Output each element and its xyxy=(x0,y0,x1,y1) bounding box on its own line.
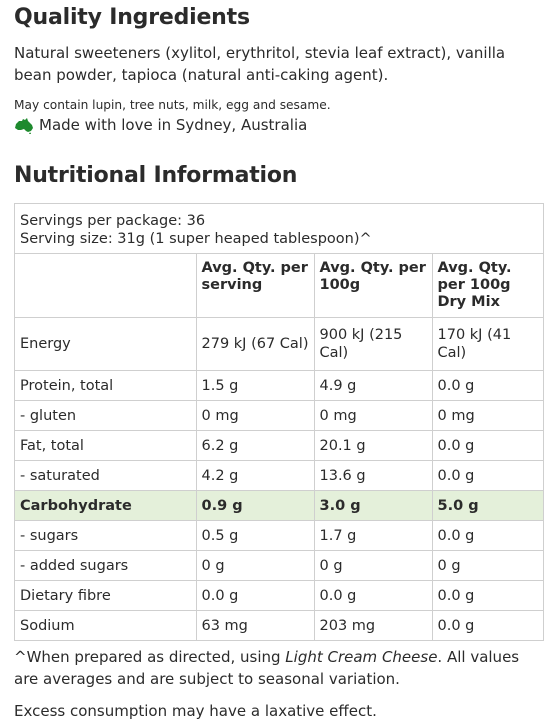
laxative-warning: Excess consumption may have a laxative e… xyxy=(14,702,377,720)
nutrient-name: Carbohydrate xyxy=(15,490,196,521)
nutritional-information-heading: Nutritional Information xyxy=(14,163,298,188)
table-row: Protein, total 1.5 g 4.9 g 0.0 g xyxy=(15,370,543,401)
highlighted-table-row: Carbohydrate 0.9 g 3.0 g 5.0 g xyxy=(15,490,543,521)
australia-map-icon xyxy=(15,117,33,134)
nutrient-name: Fat, total xyxy=(15,430,196,461)
table-cell: 3.0 g xyxy=(313,490,432,521)
footnote-text: ^When prepared as directed, using Light … xyxy=(14,646,545,690)
table-row: - gluten 0 mg 0 mg 0 mg xyxy=(15,400,543,431)
table-cell: 1.5 g xyxy=(195,370,314,401)
table-cell: 0 g xyxy=(313,550,432,581)
table-row: - added sugars 0 g 0 g 0 g xyxy=(15,550,543,581)
table-row: Fat, total 6.2 g 20.1 g 0.0 g xyxy=(15,430,543,461)
nutrition-panel: Servings per package: 36 Serving size: 3… xyxy=(14,203,544,641)
serving-size: Serving size: 31g (1 super heaped tables… xyxy=(20,231,372,247)
column-header: Avg. Qty. per 100g xyxy=(313,253,432,318)
table-cell: 0 mg xyxy=(431,400,543,431)
footnote-part: ^When prepared as directed, using xyxy=(14,648,286,666)
nutrient-name: Energy xyxy=(15,317,196,371)
table-cell: 0 g xyxy=(431,550,543,581)
table-cell: 1.7 g xyxy=(313,520,432,551)
servings-info: Servings per package: 36 Serving size: 3… xyxy=(15,204,543,253)
table-cell: 0.9 g xyxy=(195,490,314,521)
table-cell: 20.1 g xyxy=(313,430,432,461)
table-cell: 0 g xyxy=(195,550,314,581)
nutrition-table: Avg. Qty. per serving Avg. Qty. per 100g… xyxy=(15,253,543,640)
allergen-text: May contain lupin, tree nuts, milk, egg … xyxy=(14,98,331,112)
nutrient-name: - gluten xyxy=(15,400,196,431)
column-header xyxy=(15,253,196,318)
table-cell: 4.2 g xyxy=(195,460,314,491)
table-cell: 0 mg xyxy=(195,400,314,431)
table-cell: 4.9 g xyxy=(313,370,432,401)
table-cell: 900 kJ (215 Cal) xyxy=(313,317,432,371)
table-cell: 0.0 g xyxy=(431,580,543,611)
table-cell: 0.0 g xyxy=(431,430,543,461)
column-header: Avg. Qty. per serving xyxy=(195,253,314,318)
table-cell: 0.0 g xyxy=(313,580,432,611)
table-cell: 170 kJ (41 Cal) xyxy=(431,317,543,371)
quality-ingredients-heading: Quality Ingredients xyxy=(14,5,250,30)
nutrient-name: Sodium xyxy=(15,610,196,640)
ingredients-text: Natural sweeteners (xylitol, erythritol,… xyxy=(14,44,506,84)
table-cell: 0.5 g xyxy=(195,520,314,551)
table-cell: 63 mg xyxy=(195,610,314,640)
table-cell: 0.0 g xyxy=(431,370,543,401)
column-header: Avg. Qty. per 100g Dry Mix xyxy=(431,253,543,318)
table-cell: 13.6 g xyxy=(313,460,432,491)
table-cell: 5.0 g xyxy=(431,490,543,521)
made-in-text: Made with love in Sydney, Australia xyxy=(39,116,308,134)
table-header-row: Avg. Qty. per serving Avg. Qty. per 100g… xyxy=(15,253,543,318)
nutrient-name: - added sugars xyxy=(15,550,196,581)
made-in-line: Made with love in Sydney, Australia xyxy=(14,115,545,135)
nutrient-name: Protein, total xyxy=(15,370,196,401)
table-cell: 0.0 g xyxy=(431,520,543,551)
table-row: Dietary fibre 0.0 g 0.0 g 0.0 g xyxy=(15,580,543,611)
footnote-part: . All values are averages and are subjec… xyxy=(14,648,520,688)
table-row: Energy 279 kJ (67 Cal) 900 kJ (215 Cal) … xyxy=(15,317,543,371)
nutrient-name: - sugars xyxy=(15,520,196,551)
table-cell: 0.0 g xyxy=(431,610,543,640)
table-cell: 279 kJ (67 Cal) xyxy=(195,317,314,371)
table-cell: 0.0 g xyxy=(195,580,314,611)
nutrient-name: Dietary fibre xyxy=(15,580,196,611)
table-cell: 0 mg xyxy=(313,400,432,431)
table-cell: 6.2 g xyxy=(195,430,314,461)
footnote-product-name: Light Cream Cheese xyxy=(285,648,438,666)
nutrient-name: - saturated xyxy=(15,460,196,491)
table-row: - saturated 4.2 g 13.6 g 0.0 g xyxy=(15,460,543,491)
table-row: - sugars 0.5 g 1.7 g 0.0 g xyxy=(15,520,543,551)
table-cell: 0.0 g xyxy=(431,460,543,491)
table-cell: 203 mg xyxy=(313,610,432,640)
servings-per-package: Servings per package: 36 xyxy=(20,213,206,229)
table-row: Sodium 63 mg 203 mg 0.0 g xyxy=(15,610,543,640)
